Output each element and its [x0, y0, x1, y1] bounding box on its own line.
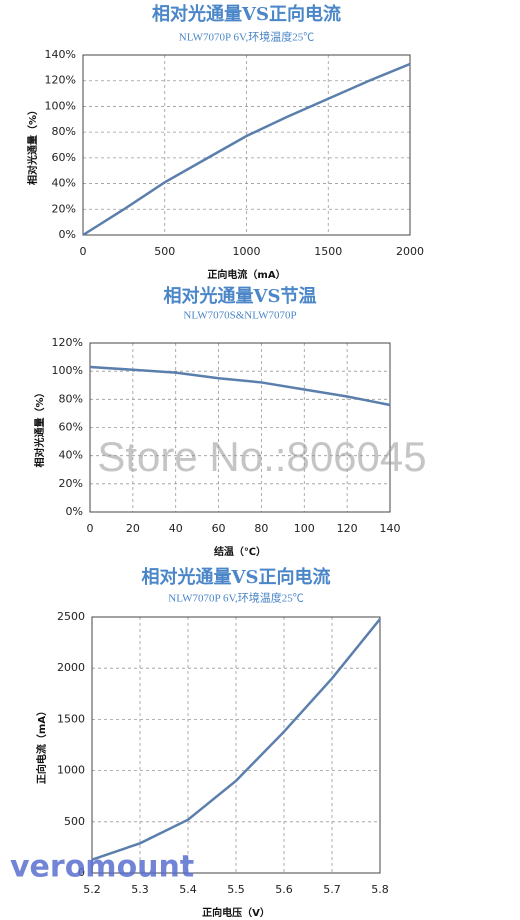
- chart-subtitle: NLW7070P 6V,环境温度25℃: [179, 30, 314, 44]
- x-tick-label: 2000: [396, 245, 424, 258]
- chart-title: 相对光通量VS正向电流: [142, 566, 331, 588]
- y-axis-label: 相对光通量（%）: [26, 105, 39, 185]
- y-tick-label: 100%: [45, 99, 76, 112]
- x-tick-label: 5.6: [275, 883, 293, 896]
- chart-subtitle: NLW7070S&NLW7070P: [183, 310, 296, 322]
- y-tick-label: 0%: [66, 505, 83, 518]
- y-tick-label: 0: [78, 866, 85, 879]
- y-tick-label: 500: [64, 815, 85, 828]
- y-tick-label: 1500: [57, 712, 85, 725]
- y-tick-label: 80%: [52, 125, 76, 138]
- x-tick-label: 80: [254, 522, 268, 535]
- x-tick-label: 1500: [314, 245, 342, 258]
- data-line: [82, 62, 411, 237]
- y-tick-label: 100%: [52, 364, 83, 377]
- data-line: [91, 618, 381, 861]
- chart-title: 相对光通量VS节温: [164, 285, 317, 307]
- x-tick-label: 0: [87, 522, 94, 535]
- x-tick-label: 0: [80, 245, 87, 258]
- x-tick-label: 5.8: [371, 883, 389, 896]
- y-tick-label: 2000: [57, 661, 85, 674]
- x-tick-label: 5.3: [131, 883, 149, 896]
- x-tick-label: 100: [294, 522, 315, 535]
- x-axis-label: 正向电流（mA）: [207, 268, 285, 281]
- x-tick-label: 5.7: [323, 883, 341, 896]
- y-axis-label: 相对光通量（%）: [33, 387, 46, 467]
- chart: 相对光通量VS节温 NLW7070S&NLW7070P 0% 20% 40% 60% 80%…: [33, 285, 401, 558]
- y-tick-label: 120%: [52, 336, 83, 349]
- x-tick-label: 140: [380, 522, 401, 535]
- y-tick-label: 140%: [45, 48, 76, 61]
- x-tick-label: 5.2: [83, 883, 101, 896]
- x-tick-label: 20: [126, 522, 140, 535]
- x-tick-label: 5.4: [179, 883, 197, 896]
- chart: 相对光通量VS正向电流 NLW7070P 6V,环境温度25℃ 0 500 1000 15…: [35, 566, 389, 919]
- x-tick-label: 5.5: [227, 883, 245, 896]
- y-tick-label: 2500: [57, 610, 85, 623]
- plot-frame: [91, 616, 381, 874]
- y-tick-label: 0%: [59, 228, 76, 241]
- y-tick-label: 60%: [59, 421, 83, 434]
- data-line: [89, 365, 391, 407]
- x-tick-label: 500: [154, 245, 175, 258]
- chart-subtitle: NLW7070P 6V,环境温度25℃: [168, 591, 303, 605]
- y-tick-label: 80%: [59, 392, 83, 405]
- y-tick-label: 1000: [57, 764, 85, 777]
- x-axis-label: 正向电压（V）: [202, 906, 270, 919]
- y-tick-label: 20%: [52, 202, 76, 215]
- logo: veromount: [10, 850, 194, 885]
- x-tick-label: 60: [212, 522, 226, 535]
- y-axis-label: 正向电流（mA）: [35, 706, 48, 784]
- x-tick-label: 120: [337, 522, 358, 535]
- x-axis-label: 结温（℃）: [214, 545, 266, 558]
- x-tick-label: 40: [169, 522, 183, 535]
- watermark: Store No.:806045: [97, 433, 426, 480]
- y-tick-label: 60%: [52, 151, 76, 164]
- y-tick-label: 20%: [59, 477, 83, 490]
- y-tick-label: 40%: [59, 449, 83, 462]
- plot-frame: [82, 54, 411, 236]
- plot-frame: [89, 342, 391, 513]
- y-tick-label: 40%: [52, 177, 76, 190]
- x-tick-label: 1000: [233, 245, 261, 258]
- chart-title: 相对光通量VS正向电流: [152, 3, 341, 25]
- chart: 相对光通量VS正向电流 NLW7070P 6V,环境温度25℃ 0% 20% 40% 60…: [26, 3, 424, 281]
- y-tick-label: 120%: [45, 74, 76, 87]
